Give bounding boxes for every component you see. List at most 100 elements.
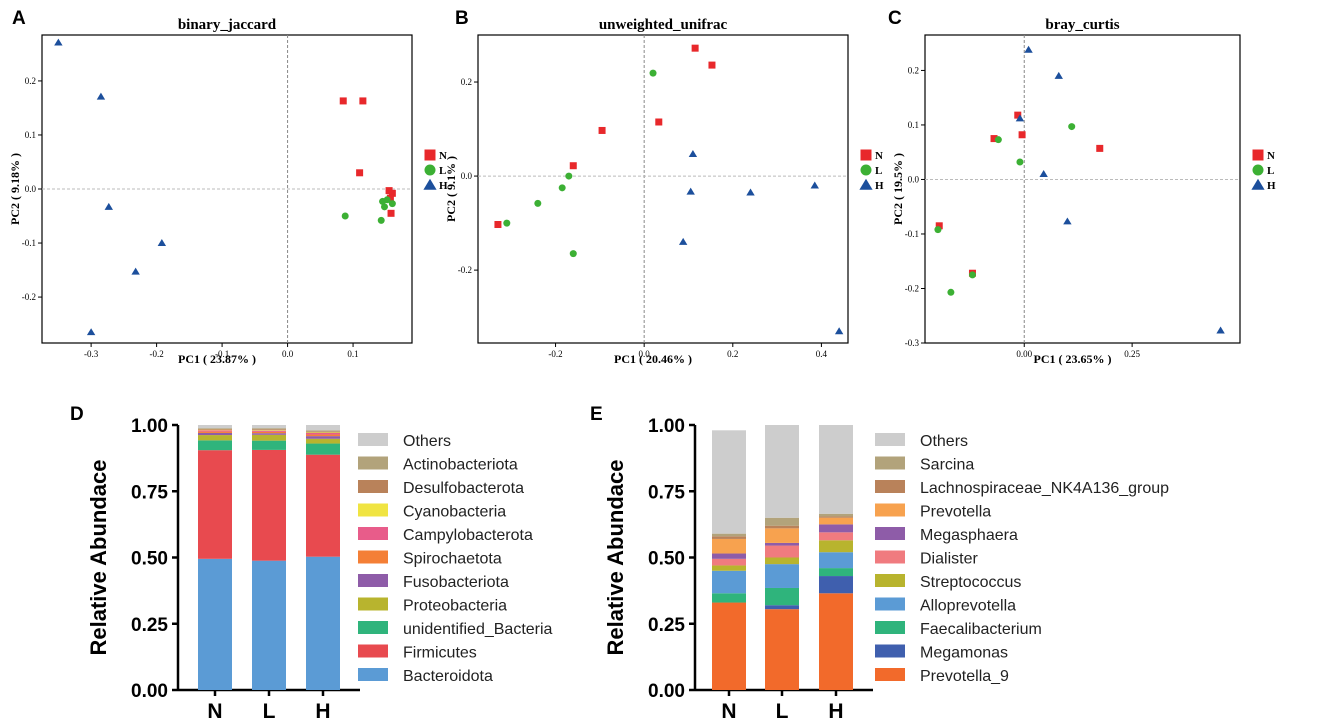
y-tick-label: -0.3	[905, 338, 920, 348]
legend-swatch	[358, 574, 388, 587]
y-tick-label: 0.0	[461, 171, 473, 181]
legend-label-h: H	[439, 180, 448, 192]
data-point	[387, 209, 395, 217]
x-tick-label: 0.00	[1016, 349, 1032, 359]
legend-label: Desulfobacterota	[403, 480, 524, 497]
data-point	[1063, 217, 1072, 225]
legend-label: Faecalibacterium	[920, 621, 1042, 638]
x-tick-label: -0.3	[84, 349, 99, 359]
data-point	[131, 267, 140, 275]
bar-segment	[198, 428, 232, 429]
y-tick-label: -0.2	[905, 283, 919, 293]
legend-swatch	[875, 621, 905, 634]
legend-label-l: L	[1267, 165, 1274, 177]
data-point	[86, 328, 96, 336]
legend-label: Spirochaetota	[403, 551, 502, 568]
bar-segment	[252, 430, 286, 432]
legend-label: Others	[403, 433, 451, 450]
legend-swatch	[875, 668, 905, 681]
legend-label: Streptococcus	[920, 574, 1021, 591]
legend-label: Actinobacteriota	[403, 457, 518, 474]
data-point	[935, 222, 943, 230]
legend-label: Megasphaera	[920, 527, 1018, 544]
legend-swatch	[358, 668, 388, 681]
bar-segment	[252, 434, 286, 441]
bar-segment	[306, 430, 340, 432]
data-point	[968, 271, 976, 279]
x-axis-label: PC1 ( 23.87% )	[178, 352, 256, 366]
bar-segment	[765, 605, 799, 610]
legend-swatch	[358, 550, 388, 564]
bar-segment	[765, 564, 799, 588]
y-tick-label: 0.50	[131, 549, 168, 570]
legend-marker-h	[1251, 178, 1265, 190]
data-point	[386, 194, 394, 202]
data-point	[558, 184, 566, 192]
legend-swatch	[358, 480, 388, 493]
bar-segment	[198, 558, 232, 690]
y-tick-label: 0.00	[131, 681, 168, 702]
legend-swatch	[358, 621, 388, 634]
bar-segment	[252, 425, 286, 429]
bar-segment	[306, 556, 340, 690]
data-point	[388, 189, 396, 197]
bar-segment	[198, 432, 232, 436]
legend-label-n: N	[875, 150, 883, 162]
y-axis-label: PC2 ( 9.18% )	[8, 153, 22, 225]
bar-segment	[765, 542, 799, 546]
y-tick-label: 0.75	[131, 482, 168, 503]
bar-segment	[819, 593, 853, 690]
legend-swatch	[875, 433, 905, 446]
data-point	[934, 226, 942, 234]
bar-segment	[765, 557, 799, 565]
bar-segment	[712, 565, 746, 571]
bar-segment	[198, 429, 232, 431]
bar-segment	[712, 602, 746, 690]
data-point	[341, 212, 349, 220]
series-h	[678, 149, 844, 335]
x-axis-label: PC1 ( 23.65% )	[1034, 352, 1112, 366]
data-point	[380, 203, 388, 211]
panel-label-b: B	[455, 8, 469, 29]
series-h	[54, 38, 167, 336]
legend-label-n: N	[439, 150, 447, 162]
bar-segment	[819, 516, 853, 518]
bar-segment	[819, 552, 853, 569]
legend-swatch	[875, 644, 905, 658]
data-point	[655, 118, 663, 126]
plot-frame	[477, 34, 849, 344]
bar-segment	[712, 538, 746, 554]
legend-swatch	[358, 456, 388, 470]
stacked-bar-panel-d: 0.00 0.25 0.50 0.75 1.00 Relative Abundace N L H…	[86, 416, 553, 723]
bar-segment	[306, 425, 340, 431]
legend-label: Proteobacteria	[403, 598, 507, 615]
data-point	[990, 135, 998, 143]
x-tick-label: -0.1	[215, 349, 229, 359]
legend-swatch	[875, 503, 905, 517]
legend-marker-l	[1252, 164, 1264, 176]
data-point	[383, 196, 391, 204]
bar-segment	[819, 576, 853, 594]
data-point	[388, 200, 396, 208]
data-point	[678, 237, 688, 245]
x-tick-label: H	[828, 700, 843, 723]
data-point	[339, 97, 347, 105]
data-point	[1054, 71, 1063, 79]
bar-segment	[198, 435, 232, 441]
bar-segment	[765, 517, 799, 526]
pcoa-panel-c: bray_curtis 0.00 0.25 -0.3 -0.2 -0.1 0.0 0.1 0.2…	[891, 17, 1276, 366]
chart-title: unweighted_unifrac	[599, 17, 728, 33]
legend-label: Bacteroidota	[403, 668, 493, 685]
x-tick-label: 0.0	[639, 349, 651, 359]
bar-segment	[819, 517, 853, 525]
x-tick-label: 0.1	[347, 349, 358, 359]
legend-label: Cyanobacteria	[403, 504, 506, 521]
stacked-bar-panel-e: 0.00 0.25 0.50 0.75 1.00 Relative Abundace N L H…	[603, 416, 1169, 723]
legend-label-h: H	[1267, 180, 1276, 192]
legend-marker-n	[424, 149, 436, 161]
legend-swatch	[358, 597, 388, 611]
bar-segment	[306, 434, 340, 437]
y-tick-label: 0.1	[25, 130, 36, 140]
bar-segment	[765, 528, 799, 543]
series-n	[494, 44, 716, 229]
